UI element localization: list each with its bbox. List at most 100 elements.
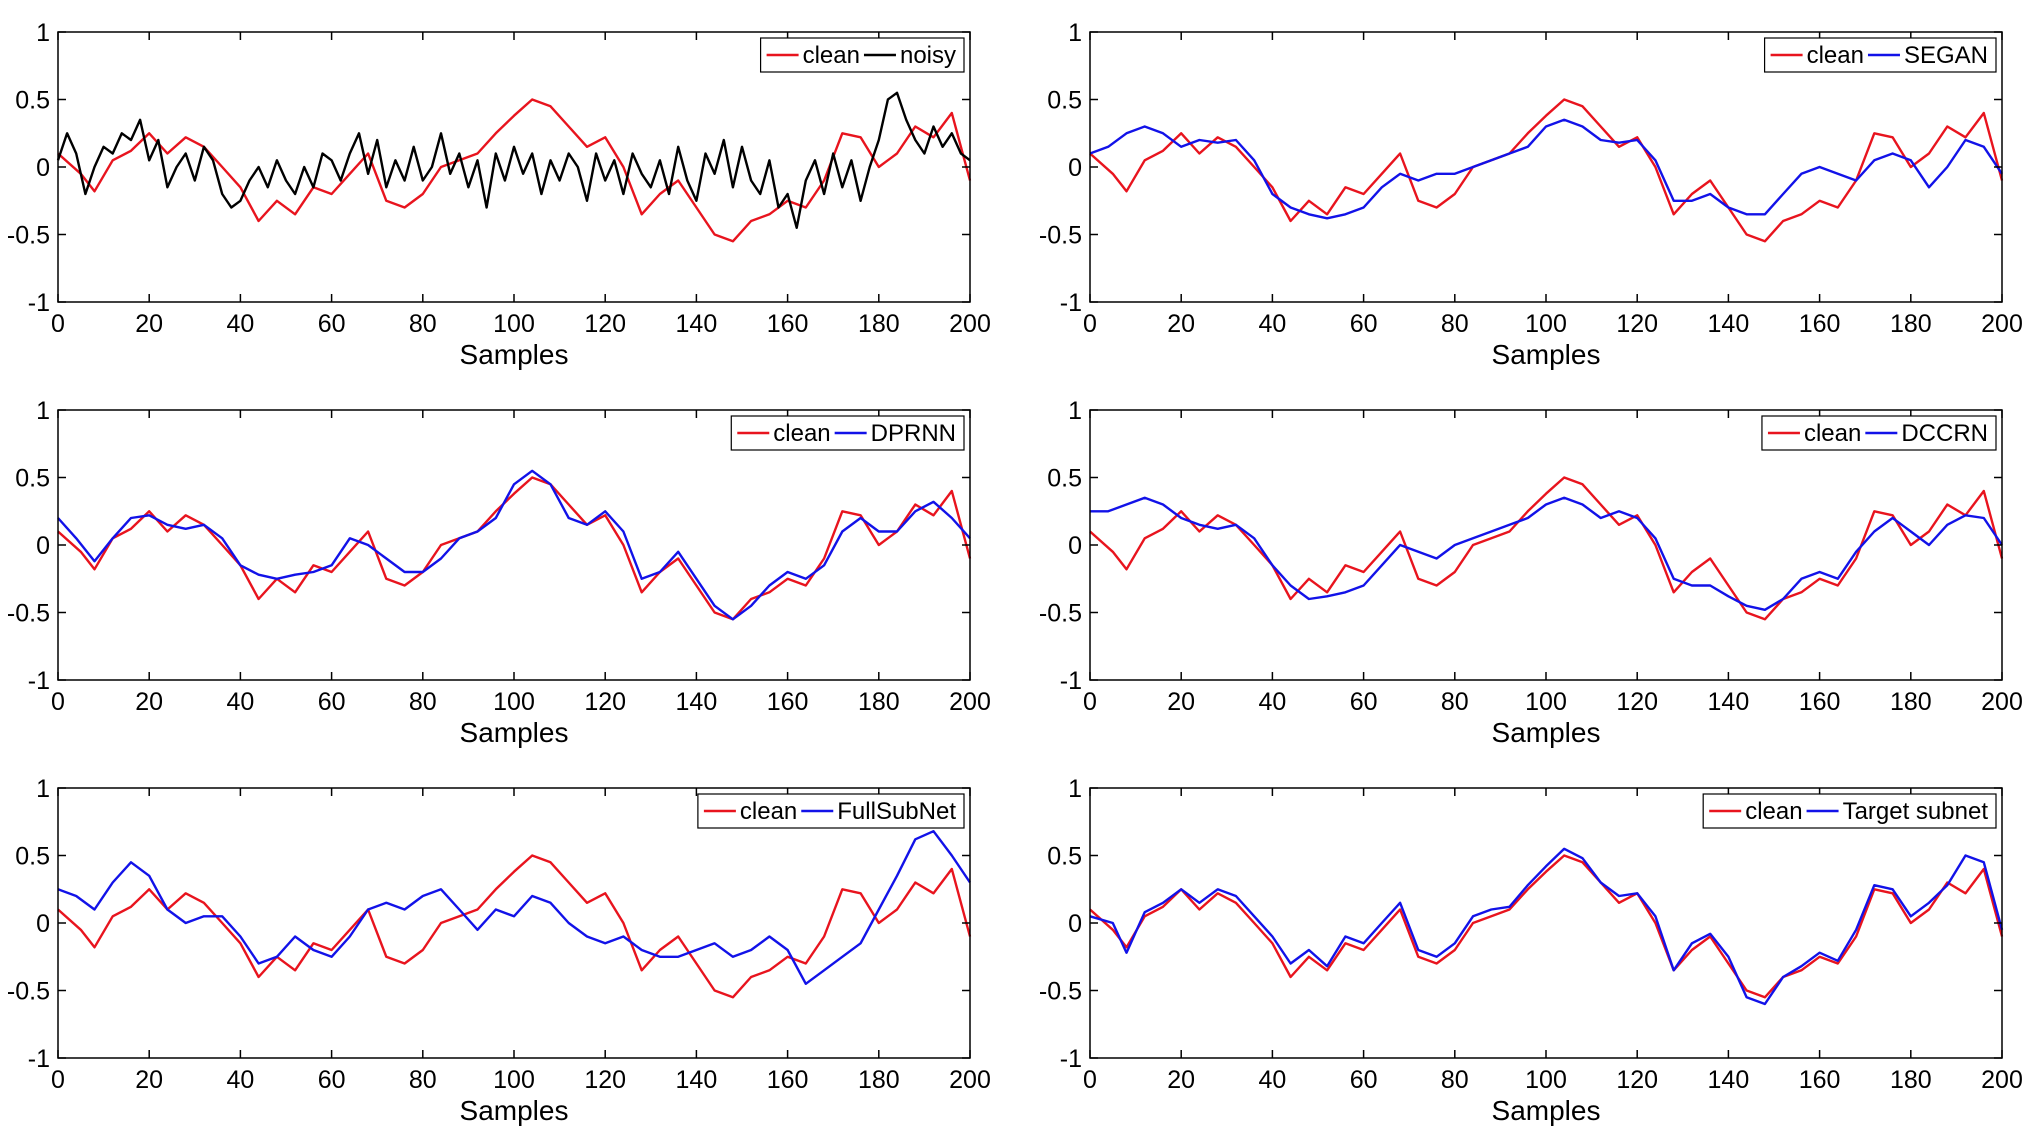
y-tick-label: 0 [1068, 910, 1082, 938]
y-tick-label: 0 [1068, 532, 1082, 560]
legend: clean DCCRN [1761, 415, 1997, 451]
x-tick-label: 100 [493, 688, 535, 716]
x-tick-label: 60 [1350, 310, 1378, 338]
x-tick-label: 180 [1890, 310, 1932, 338]
legend-entry: SEGAN [1904, 42, 1988, 69]
legend-box [1702, 793, 1997, 829]
x-tick-label: 160 [767, 688, 809, 716]
x-tick-label: 100 [493, 1066, 535, 1094]
x-tick-label: 60 [1350, 1066, 1378, 1094]
x-tick-label: 80 [409, 310, 437, 338]
x-tick-label: 200 [1981, 310, 2023, 338]
y-tick-label: 0.5 [15, 87, 50, 115]
chart-panel-2: 0 20 40 60 80 100 120 140 160 180 200 -1 -0.5 0 0.5 1 Sa… [1039, 19, 2023, 370]
x-tick-label: 160 [1799, 688, 1841, 716]
series-line-dccrn [1090, 496, 2003, 611]
x-tick-label: 140 [1708, 688, 1750, 716]
y-tick-label: -1 [1060, 289, 1082, 317]
y-tick-label: 1 [1068, 397, 1082, 425]
chart-panel-6: 0 20 40 60 80 100 120 140 160 180 200 -1 -0.5 0 0.5 1 Sa… [1039, 775, 2023, 1126]
x-tick-label: 120 [1616, 1066, 1658, 1094]
x-axis-label: Samples [460, 717, 569, 748]
plot-area [1090, 410, 2002, 680]
x-tick-label: 80 [1441, 1066, 1469, 1094]
x-tick-label: 0 [51, 310, 65, 338]
x-tick-label: 120 [584, 1066, 626, 1094]
x-tick-label: 80 [409, 1066, 437, 1094]
x-tick-label: 0 [51, 1066, 65, 1094]
plot-area [1090, 32, 2002, 302]
legend: clean SEGAN [1763, 37, 1997, 73]
y-tick-label: -1 [1060, 1045, 1082, 1073]
x-tick-label: 20 [135, 310, 163, 338]
series-line-noisy [56, 91, 971, 230]
x-axis-label: Samples [1492, 339, 1601, 370]
x-tick-label: 60 [318, 310, 346, 338]
y-tick-label: 1 [36, 775, 50, 803]
x-tick-label: 0 [1083, 688, 1097, 716]
series-line-target-subnet [1089, 847, 2004, 1006]
x-tick-label: 100 [1525, 310, 1567, 338]
x-tick-label: 120 [1616, 688, 1658, 716]
plot-area [58, 410, 970, 680]
x-tick-label: 60 [318, 1066, 346, 1094]
x-axis-label: Samples [1492, 1095, 1601, 1126]
y-tick-label: -0.5 [1039, 222, 1082, 250]
y-tick-label: 0 [36, 532, 50, 560]
series-line-clean [1089, 98, 2004, 243]
x-tick-label: 120 [1616, 310, 1658, 338]
legend: clean noisy [759, 37, 965, 73]
plot-area [1090, 788, 2002, 1058]
x-tick-label: 200 [949, 1066, 991, 1094]
x-tick-label: 20 [1167, 688, 1195, 716]
x-tick-label: 0 [51, 688, 65, 716]
chart-panel-3: 0 20 40 60 80 100 120 140 160 180 200 -1 -0.5 0 0.5 1 Sa… [7, 397, 991, 748]
series-line-clean [57, 98, 972, 243]
y-tick-label: 1 [36, 397, 50, 425]
x-tick-label: 160 [767, 310, 809, 338]
x-tick-label: 80 [1441, 688, 1469, 716]
x-tick-label: 140 [1708, 1066, 1750, 1094]
x-tick-label: 40 [1258, 310, 1286, 338]
x-tick-label: 120 [584, 310, 626, 338]
x-tick-label: 140 [676, 1066, 718, 1094]
x-tick-label: 60 [318, 688, 346, 716]
y-tick-label: -0.5 [7, 222, 50, 250]
x-axis-label: Samples [1492, 717, 1601, 748]
x-tick-label: 40 [1258, 1066, 1286, 1094]
legend-entry: FullSubNet [837, 798, 956, 825]
x-tick-label: 20 [135, 1066, 163, 1094]
y-tick-label: 0 [1068, 154, 1082, 182]
y-tick-label: 0.5 [1047, 87, 1082, 115]
x-tick-label: 20 [1167, 310, 1195, 338]
x-tick-label: 140 [676, 688, 718, 716]
x-tick-label: 100 [1525, 1066, 1567, 1094]
x-tick-label: 40 [226, 688, 254, 716]
x-tick-label: 20 [1167, 1066, 1195, 1094]
y-tick-label: -1 [28, 1045, 50, 1073]
legend-entry: clean [1807, 42, 1864, 69]
chart-panel-5: 0 20 40 60 80 100 120 140 160 180 200 -1 -0.5 0 0.5 1 Sa… [7, 775, 991, 1126]
legend-entry: noisy [900, 42, 956, 69]
y-tick-label: 1 [36, 19, 50, 47]
x-tick-label: 180 [1890, 688, 1932, 716]
x-tick-label: 40 [1258, 688, 1286, 716]
y-tick-label: 0.5 [1047, 465, 1082, 493]
y-tick-label: -1 [1060, 667, 1082, 695]
legend-entry: Target subnet [1843, 798, 1989, 825]
plot-area [58, 788, 970, 1058]
legend-entry: clean [773, 420, 830, 447]
x-tick-label: 140 [1708, 310, 1750, 338]
y-tick-label: 0.5 [15, 465, 50, 493]
series-line-dprnn [57, 469, 971, 621]
x-tick-label: 160 [1799, 310, 1841, 338]
legend-entry: clean [1804, 420, 1861, 447]
x-tick-label: 180 [858, 1066, 900, 1094]
series-line-clean [1089, 854, 2004, 999]
x-tick-label: 80 [409, 688, 437, 716]
y-tick-label: 1 [1068, 19, 1082, 47]
x-tick-label: 200 [1981, 1066, 2023, 1094]
x-tick-label: 20 [135, 688, 163, 716]
x-axis-label: Samples [460, 1095, 569, 1126]
